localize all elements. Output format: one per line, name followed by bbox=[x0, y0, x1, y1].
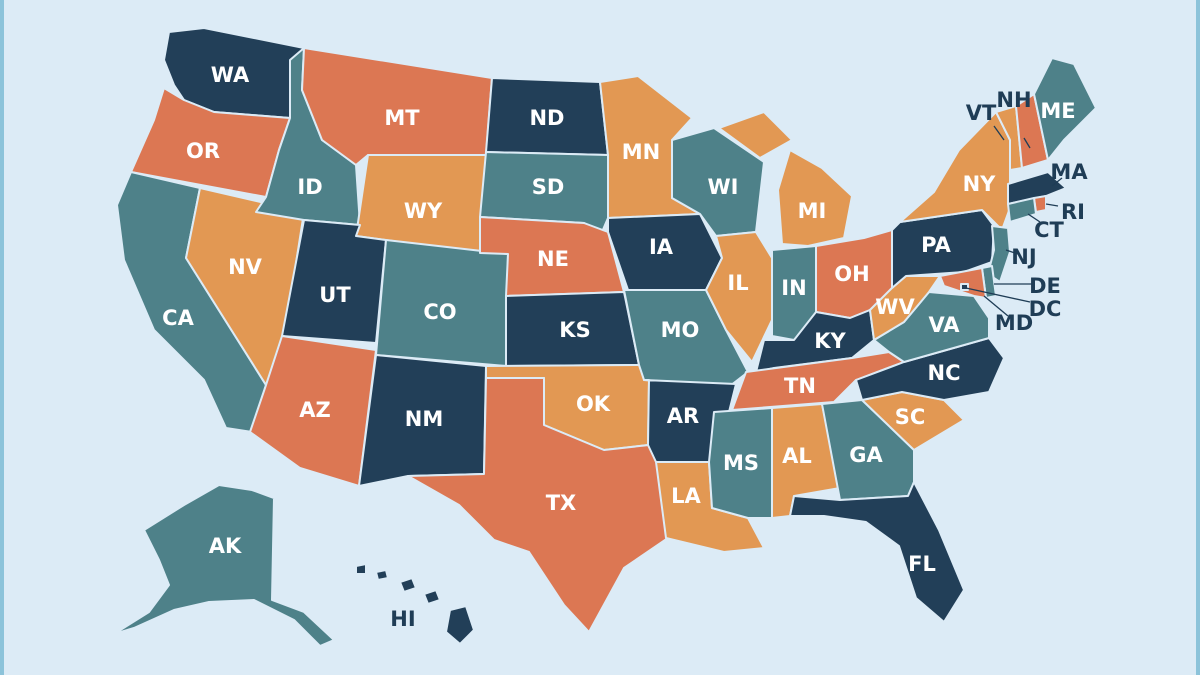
leader-dc bbox=[965, 287, 1031, 303]
state-nj[interactable] bbox=[987, 225, 1011, 283]
state-ct[interactable] bbox=[1007, 197, 1037, 223]
label-de: DE bbox=[1029, 274, 1061, 298]
label-ak: AK bbox=[209, 534, 242, 558]
label-ok: OK bbox=[576, 392, 611, 416]
label-ky: KY bbox=[814, 329, 846, 353]
label-ks: KS bbox=[559, 318, 590, 342]
label-pa: PA bbox=[921, 233, 951, 257]
label-sd: SD bbox=[532, 175, 565, 199]
state-ak[interactable] bbox=[113, 484, 335, 647]
label-dc: DC bbox=[1029, 297, 1062, 321]
label-wi: WI bbox=[708, 175, 739, 199]
label-ct: CT bbox=[1034, 218, 1064, 242]
label-ga: GA bbox=[849, 443, 883, 467]
state-dc[interactable] bbox=[960, 283, 969, 291]
label-ma: MA bbox=[1050, 160, 1088, 184]
label-la: LA bbox=[671, 484, 701, 508]
label-ri: RI bbox=[1061, 200, 1085, 224]
label-mn: MN bbox=[622, 140, 660, 164]
label-ar: AR bbox=[667, 404, 699, 428]
label-mo: MO bbox=[661, 318, 700, 342]
label-sc: SC bbox=[895, 405, 926, 429]
label-hi: HI bbox=[390, 607, 415, 631]
label-co: CO bbox=[423, 300, 456, 324]
label-al: AL bbox=[782, 444, 812, 468]
label-ut: UT bbox=[319, 283, 351, 307]
label-fl: FL bbox=[908, 552, 936, 576]
label-id: ID bbox=[297, 175, 322, 199]
label-mi: MI bbox=[798, 199, 827, 223]
label-vt: VT bbox=[966, 101, 997, 125]
label-nh: NH bbox=[996, 88, 1031, 112]
label-az: AZ bbox=[299, 398, 330, 422]
label-nv: NV bbox=[228, 255, 263, 279]
label-nm: NM bbox=[405, 407, 443, 431]
label-wv: WV bbox=[875, 295, 915, 319]
label-nd: ND bbox=[529, 106, 564, 130]
label-wy: WY bbox=[404, 199, 443, 223]
leader-nh bbox=[1023, 137, 1031, 149]
label-ne: NE bbox=[537, 247, 569, 271]
label-tx: TX bbox=[546, 491, 577, 515]
label-ms: MS bbox=[723, 451, 759, 475]
state-az[interactable] bbox=[249, 335, 377, 487]
label-md: MD bbox=[995, 311, 1033, 335]
label-oh: OH bbox=[834, 262, 869, 286]
label-nc: NC bbox=[928, 361, 961, 385]
map-canvas: WA OR CA NV ID MT WY UT CO AZ NM ND SD N… bbox=[113, 27, 1097, 647]
state-me[interactable] bbox=[1033, 57, 1097, 161]
label-ia: IA bbox=[649, 235, 674, 259]
leader-ct bbox=[1027, 213, 1041, 223]
label-va: VA bbox=[928, 313, 960, 337]
label-mt: MT bbox=[384, 106, 420, 130]
label-nj: NJ bbox=[1011, 245, 1036, 269]
state-mi[interactable] bbox=[718, 111, 853, 247]
label-wa: WA bbox=[211, 63, 250, 87]
state-tx[interactable] bbox=[407, 377, 669, 633]
label-ny: NY bbox=[963, 172, 997, 196]
label-me: ME bbox=[1040, 99, 1075, 123]
label-or: OR bbox=[186, 139, 220, 163]
label-il: IL bbox=[727, 271, 748, 295]
state-ma[interactable] bbox=[1007, 171, 1067, 205]
state-vt[interactable] bbox=[995, 105, 1023, 171]
label-in: IN bbox=[781, 276, 806, 300]
label-ca: CA bbox=[162, 306, 194, 330]
state-hi[interactable] bbox=[355, 563, 475, 645]
state-ny[interactable] bbox=[899, 111, 1011, 231]
leader-ma bbox=[1051, 177, 1063, 187]
leader-ri bbox=[1045, 203, 1059, 207]
state-il[interactable] bbox=[705, 231, 773, 363]
label-tn: TN bbox=[784, 374, 816, 398]
state-fl[interactable] bbox=[789, 481, 965, 623]
leader-md bbox=[983, 295, 1009, 317]
leader-vt bbox=[993, 125, 1005, 141]
leader-nj bbox=[1005, 249, 1019, 255]
